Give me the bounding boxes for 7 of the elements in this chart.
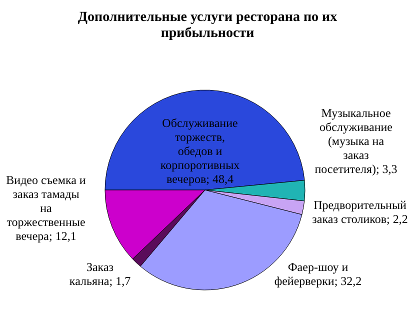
slice-label: Фаер-шоу и фейерверки; 32,2 [274,260,362,288]
slice-label: Предворительный заказ столиков; 2,2 [312,198,408,226]
slice-label: Заказ кальяна; 1,7 [69,260,131,288]
slice-label: Музыкальное обслуживание (музыка на заказ посетителя); 3,3 [314,106,398,176]
chart-title: Дополнительные услуги ресторана по их прибыльности [78,10,338,41]
slice-label: Обслуживание торжеств, обедов и корпоротивных вечеров; 48,4 [160,116,240,186]
slice-label: Видео съемка и заказ тамады на торжественные вечера; 12,1 [6,173,86,243]
